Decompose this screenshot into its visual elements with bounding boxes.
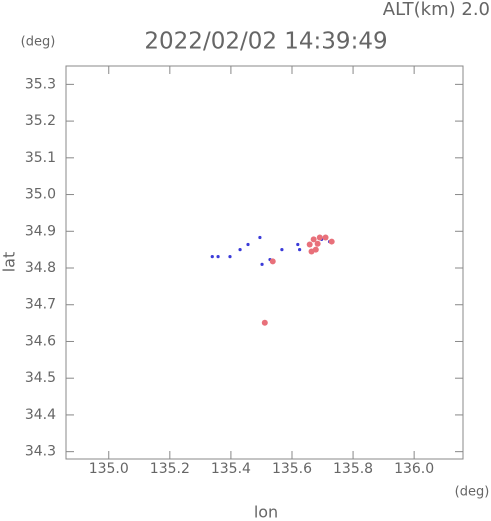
y-axis-label: lat xyxy=(0,252,19,273)
x-unit: (deg) xyxy=(455,485,490,500)
x-tick-label: 136.0 xyxy=(394,461,434,477)
x-tick-label: 135.8 xyxy=(333,461,373,477)
plot-frame xyxy=(65,65,464,460)
point xyxy=(314,240,321,247)
point xyxy=(296,242,300,247)
point xyxy=(261,319,268,326)
point xyxy=(328,238,335,245)
point xyxy=(269,258,276,265)
x-tick-label: 135.6 xyxy=(272,461,312,477)
y-unit: (deg) xyxy=(21,35,56,50)
point xyxy=(260,262,264,266)
point xyxy=(306,241,313,248)
point xyxy=(228,255,232,259)
point xyxy=(246,242,250,247)
x-tick-label: 135.2 xyxy=(150,461,190,477)
point xyxy=(308,248,315,255)
y-tick-label: 35.3 xyxy=(25,76,56,92)
chart-title: 2022/02/02 14:39:49 xyxy=(144,29,387,55)
point xyxy=(298,248,302,252)
y-tick-label: 35.1 xyxy=(25,150,56,166)
y-tick-label: 34.4 xyxy=(25,407,56,423)
x-tick-label: 135.0 xyxy=(89,461,129,477)
y-tick-label: 34.8 xyxy=(25,260,56,276)
y-tick-label: 35.0 xyxy=(25,187,56,203)
y-tick-label: 34.9 xyxy=(25,223,56,239)
y-tick-label: 34.3 xyxy=(25,444,56,460)
point xyxy=(316,234,323,241)
point xyxy=(322,234,329,241)
point xyxy=(216,255,220,259)
point xyxy=(258,235,262,240)
y-tick-label: 34.7 xyxy=(25,297,56,313)
point xyxy=(238,248,242,252)
y-tick-label: 34.5 xyxy=(25,370,56,386)
x-tick-label: 135.4 xyxy=(211,461,251,477)
point xyxy=(310,236,317,243)
subtitle: ALT(km) 2.0 xyxy=(383,0,490,20)
point xyxy=(210,255,214,259)
point xyxy=(280,248,284,252)
x-axis-label: lon xyxy=(254,503,278,521)
y-tick-label: 34.6 xyxy=(25,333,56,349)
y-tick-label: 35.2 xyxy=(25,113,56,129)
